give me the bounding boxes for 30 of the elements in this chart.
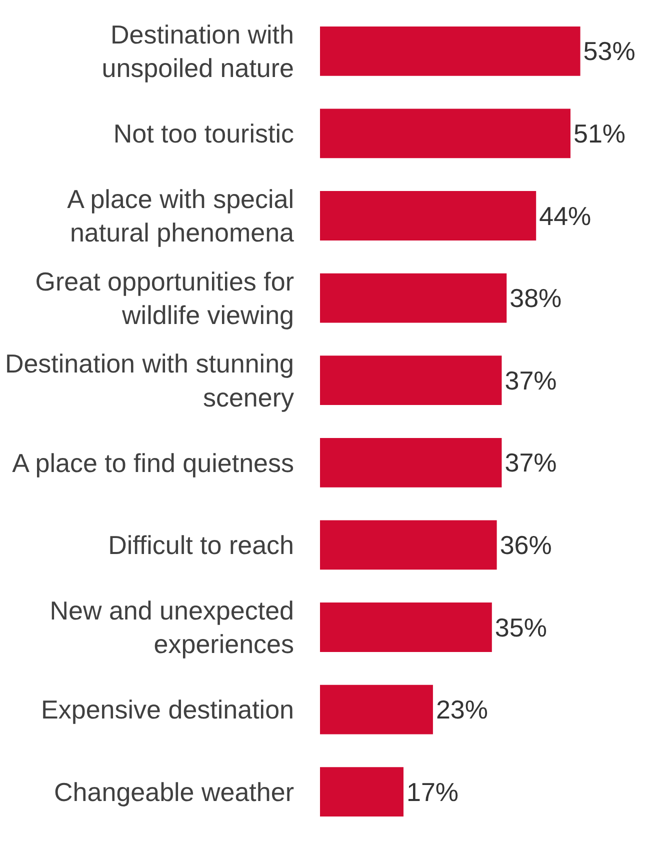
bar [320,191,536,240]
bar [320,520,497,570]
bar [320,26,580,76]
data-label: 51% [573,118,626,148]
y-tick-label: New and unexpected experiences [50,595,294,660]
bar [320,602,492,652]
y-tick-label: Not too touristic [113,118,294,149]
y-tick-label: Expensive destination [41,694,294,725]
y-tick-label: Great opportunities for wildlife viewing [35,266,294,330]
data-label: 17% [406,776,459,807]
y-tick-label: Difficult to reach [108,530,294,560]
y-tick-label: A place with special natural phenomena [67,184,295,248]
bar [320,767,404,817]
data-label: 53% [583,36,636,66]
y-tick-label: A place to find quietness [12,448,294,478]
bar [320,684,433,734]
data-label: 37% [504,448,557,478]
bar [320,438,502,488]
y-tick-label: Changeable weather [54,776,294,807]
data-label: 38% [510,283,562,314]
data-label: 23% [436,694,488,725]
bar [320,108,570,158]
data-label: 37% [504,365,557,396]
y-tick-label: Destination with stunning scenery [4,348,294,412]
bar [320,356,502,406]
y-tick-label: Destination with unspoiled nature [102,19,294,84]
data-label: 35% [494,612,547,642]
data-label: 44% [539,200,592,231]
bar [320,273,507,323]
data-label: 36% [500,530,552,560]
